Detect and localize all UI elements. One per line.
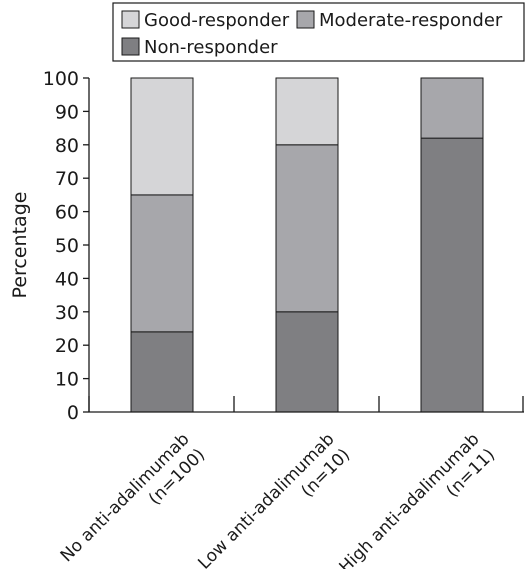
legend-swatch-moderate-responder xyxy=(296,10,315,29)
bar-segment-moderate-responder-3 xyxy=(420,77,484,139)
bar-segment-non-responder-2 xyxy=(275,311,339,413)
y-tick-label-20: 20 xyxy=(55,335,79,357)
x-category-label-line: High anti-adalimumab xyxy=(335,429,483,569)
y-tick-label-80: 80 xyxy=(55,135,79,157)
bar-segment-moderate-responder-2 xyxy=(275,144,339,313)
y-tick-label-50: 50 xyxy=(55,235,79,257)
y-tick-label-0: 0 xyxy=(67,402,79,424)
legend-swatch-non-responder xyxy=(121,37,140,56)
bar-segment-good-responder-2 xyxy=(275,77,339,146)
x-category-label-line: Low anti-adalimumab xyxy=(194,429,338,569)
y-tick-label-100: 100 xyxy=(43,68,79,90)
x-category-label-2: Low anti-adalimumab(n=10) xyxy=(194,429,354,569)
x-category-label-1: No anti-adalimumab(n=100) xyxy=(57,429,209,569)
legend-label-good-responder: Good-responder xyxy=(144,10,290,31)
y-axis-title: Percentage xyxy=(9,192,31,299)
bar-segment-non-responder-1 xyxy=(130,331,194,413)
y-tick-label-40: 40 xyxy=(55,268,79,290)
legend-swatch-good-responder xyxy=(121,10,140,29)
bar-segment-non-responder-3 xyxy=(420,137,484,413)
legend-box xyxy=(112,2,525,62)
x-category-label-line: No anti-adalimumab xyxy=(57,429,194,566)
legend-label-moderate-responder: Moderate-responder xyxy=(319,10,503,31)
bars xyxy=(130,77,484,413)
legend-label-non-responder: Non-responder xyxy=(144,37,278,58)
bar-segment-moderate-responder-1 xyxy=(130,194,194,333)
legend: Good-responder Moderate-responder Non-resp… xyxy=(112,2,525,62)
x-category-label-3: High anti-adalimumab(n=11) xyxy=(335,429,499,569)
y-tick-label-30: 30 xyxy=(55,302,79,324)
y-tick-label-70: 70 xyxy=(55,168,79,190)
y-tick-label-90: 90 xyxy=(55,101,79,123)
y-tick-label-60: 60 xyxy=(55,202,79,224)
y-tick-label-10: 10 xyxy=(55,369,79,391)
bar-segment-good-responder-1 xyxy=(130,77,194,196)
